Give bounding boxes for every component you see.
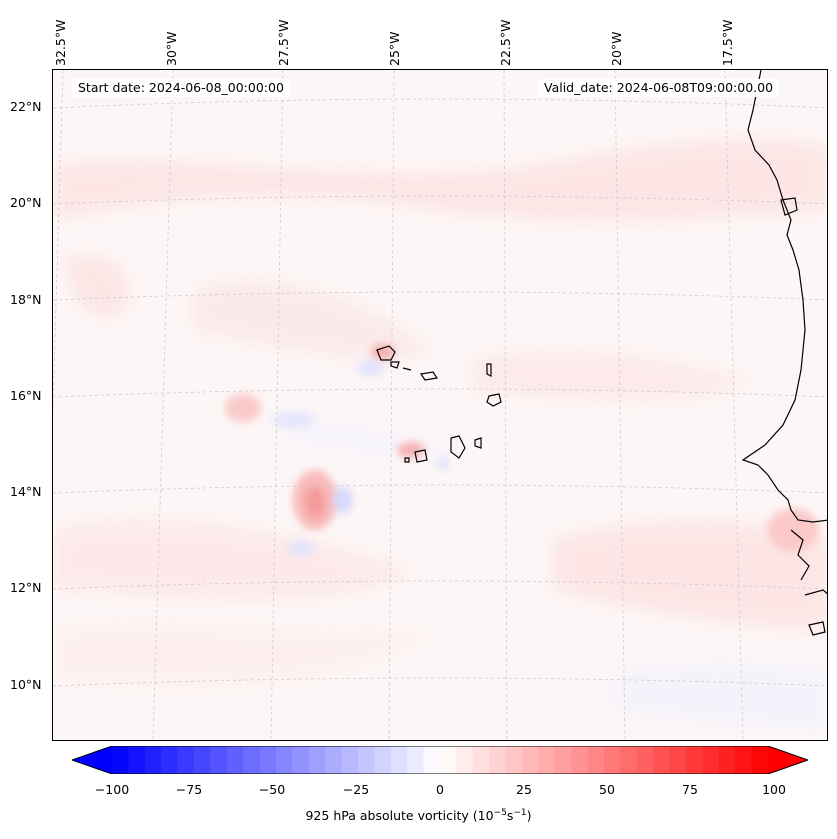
colorbar-cell — [522, 746, 539, 774]
colorbar-cell — [636, 746, 654, 774]
colorbar-cell — [472, 746, 490, 774]
colorbar-cell — [194, 746, 211, 774]
colorbar-cell — [554, 746, 572, 774]
colorbar-cell — [653, 746, 671, 774]
lat-label-14n: 14°N — [10, 484, 42, 499]
colorbar-high-arrow — [768, 746, 808, 774]
colorbar-cell — [702, 746, 720, 774]
colorbar-cell — [292, 746, 310, 774]
colorbar-tick-label: −50 — [258, 782, 286, 797]
colorbar-cell — [456, 746, 474, 774]
lon-label-20w: 20°W — [609, 31, 624, 66]
colorbar-cell — [308, 746, 326, 774]
colorbar-cell — [341, 746, 359, 774]
colorbar-tick-label: −100 — [94, 782, 130, 797]
colorbar-cell — [735, 746, 753, 774]
colorbar-cell — [440, 746, 457, 774]
colorbar-cell — [210, 746, 228, 774]
colorbar-tick-label: 25 — [516, 782, 532, 797]
colorbar-cell — [423, 746, 441, 774]
colorbar-cell — [620, 746, 638, 774]
lat-label-18n: 18°N — [10, 292, 42, 307]
colorbar-cell — [489, 746, 507, 774]
colorbar-tick-label: 50 — [599, 782, 615, 797]
colorbar-cell — [718, 746, 736, 774]
colorbar-low-arrow — [72, 746, 112, 774]
lon-label-27-5w: 27.5°W — [276, 19, 291, 66]
colorbar-cell — [374, 746, 392, 774]
start-date-label: Start date: 2024-06-08_00:00:00 — [72, 79, 290, 97]
colorbar-cell — [538, 746, 556, 774]
colorbar-cell — [161, 746, 179, 774]
lon-label-30w: 30°W — [164, 31, 179, 66]
colorbar-cell — [505, 746, 523, 774]
colorbar-tick-label: −75 — [175, 782, 203, 797]
colorbar-tick-label: 100 — [762, 782, 786, 797]
colorbar-cells — [112, 746, 769, 774]
colorbar-cell — [177, 746, 195, 774]
colorbar-tick-label: 75 — [682, 782, 698, 797]
colorbar-cell — [358, 746, 375, 774]
colorbar-label: 925 hPa absolute vorticity (10−5s−1) — [305, 808, 532, 824]
lat-label-12n: 12°N — [10, 580, 42, 595]
lat-label-22n: 22°N — [10, 99, 42, 114]
colorbar-cell — [390, 746, 408, 774]
colorbar-cell — [587, 746, 605, 774]
colorbar-cell — [243, 746, 261, 774]
colorbar-cell — [276, 746, 293, 774]
colorbar-cell — [669, 746, 687, 774]
vorticity-field — [53, 138, 827, 730]
colorbar-tick-label: −25 — [342, 782, 370, 797]
colorbar-cell — [686, 746, 703, 774]
west-africa-coastline — [741, 70, 827, 636]
colorbar-cell — [144, 746, 162, 774]
colorbar-cell — [407, 746, 425, 774]
vorticity-map[interactable] — [52, 69, 828, 741]
colorbar — [72, 746, 808, 774]
colorbar-cell — [604, 746, 621, 774]
lat-label-10n: 10°N — [10, 677, 42, 692]
colorbar-cell — [128, 746, 146, 774]
colorbar-cell — [751, 746, 769, 774]
colorbar-cell — [226, 746, 244, 774]
colorbar-cell — [259, 746, 277, 774]
lat-label-16n: 16°N — [10, 388, 42, 403]
map-canvas — [53, 70, 827, 740]
colorbar-tick-label: 0 — [436, 782, 444, 797]
lat-label-20n: 20°N — [10, 195, 42, 210]
cape-verde-islands — [376, 345, 502, 463]
graticule — [53, 70, 827, 740]
colorbar-cell — [571, 746, 589, 774]
lon-label-17-5w: 17.5°W — [720, 19, 735, 66]
lon-label-25w: 25°W — [387, 31, 402, 66]
lon-label-32-5w: 32.5°W — [53, 19, 68, 66]
valid-date-label: Valid_date: 2024-06-08T09:00:00.00 — [538, 79, 780, 97]
colorbar-cell — [112, 746, 129, 774]
lon-label-22-5w: 22.5°W — [498, 19, 513, 66]
colorbar-cell — [325, 746, 343, 774]
